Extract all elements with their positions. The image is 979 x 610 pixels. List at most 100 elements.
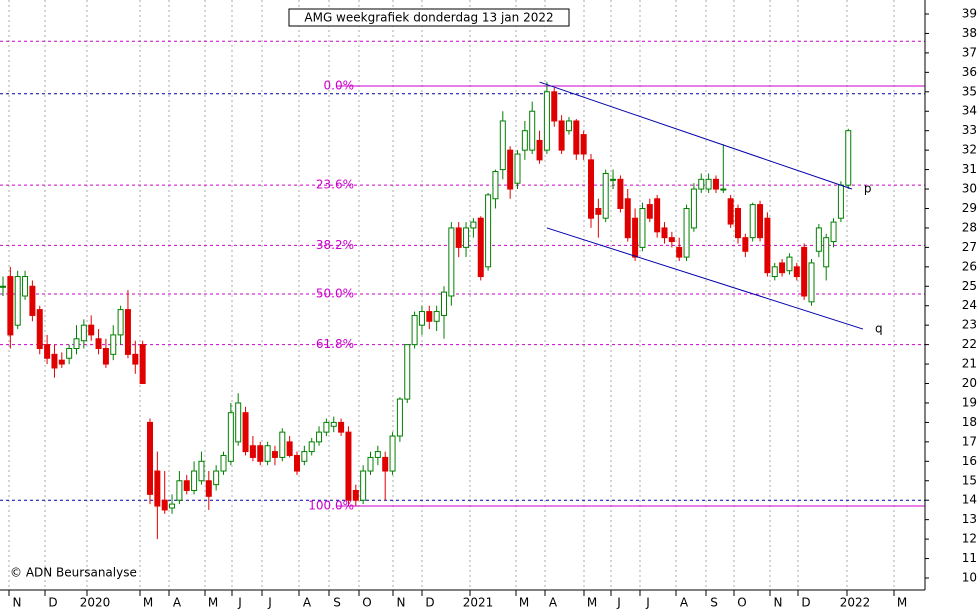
candle-body: [29, 285, 36, 316]
candle-body: [88, 324, 95, 336]
x-tick-label: O: [737, 596, 746, 610]
candle-body: [837, 184, 844, 219]
candle-body: [110, 334, 117, 355]
candle-body: [95, 338, 102, 350]
y-tick-label: 38: [962, 26, 977, 40]
candle-body: [727, 198, 734, 225]
candle-body: [367, 456, 374, 472]
candle-body: [470, 221, 477, 229]
candle-body: [220, 454, 227, 472]
candle-body: [536, 139, 543, 161]
candle-body: [668, 237, 675, 243]
candle-body: [58, 359, 65, 365]
x-tick-label: O: [362, 596, 371, 610]
y-tick-label: 30: [962, 182, 977, 196]
x-tick-label: 2021: [463, 596, 494, 610]
candle-body: [264, 445, 271, 462]
candle-body: [712, 178, 719, 190]
candle-body: [573, 120, 580, 155]
candle-body: [7, 276, 14, 336]
candle-body: [360, 470, 367, 501]
candle-body: [529, 110, 536, 151]
candle-body: [565, 120, 572, 132]
candle-body: [271, 451, 278, 458]
candle-body: [441, 291, 447, 316]
candle-body: [492, 171, 499, 200]
candle-body: [227, 412, 234, 462]
candle-body: [705, 178, 712, 190]
candle-body: [426, 311, 433, 322]
candle-body: [654, 198, 661, 233]
x-tick-label: S: [333, 596, 341, 610]
x-tick-label: S: [710, 596, 718, 610]
candle-body: [543, 91, 550, 151]
candle-body: [580, 134, 587, 155]
candle-body: [396, 398, 403, 437]
candle-body: [793, 266, 800, 278]
fib-label: 0.0%: [324, 78, 355, 92]
candle-body: [639, 207, 646, 248]
candle-body: [646, 204, 653, 219]
candle-body: [124, 309, 131, 355]
y-tick-label: 28: [962, 220, 977, 234]
candle-body: [36, 309, 43, 350]
y-tick-label: 16: [962, 454, 977, 468]
candle-body: [176, 480, 183, 501]
candle-body: [338, 421, 345, 433]
y-tick-label: 11: [962, 551, 977, 565]
y-tick-label: 23: [962, 318, 977, 332]
candle-body: [330, 421, 337, 427]
candle-body: [786, 256, 793, 272]
candle-body: [521, 130, 528, 151]
y-tick-label: 31: [962, 162, 977, 176]
candle-body: [73, 338, 80, 350]
candle-body: [154, 470, 161, 507]
candle-body: [764, 217, 771, 274]
y-tick-label: 21: [962, 357, 977, 371]
fib-label: 38.2%: [316, 238, 354, 252]
x-tick-label: A: [173, 596, 182, 610]
y-tick-label: 37: [962, 45, 977, 59]
candle-body: [742, 237, 749, 252]
x-tick-label: M: [897, 596, 907, 610]
candle-body: [352, 489, 359, 501]
candle-body: [235, 402, 242, 443]
x-tick-label: D: [48, 596, 57, 610]
candle-body: [316, 431, 323, 443]
candle-body: [815, 227, 822, 252]
candle-body: [205, 480, 212, 497]
candle-body: [771, 266, 778, 278]
candle-body: [676, 246, 683, 258]
candle-body: [139, 344, 146, 385]
candle-body: [617, 178, 624, 209]
x-tick-label: M: [208, 596, 218, 610]
candle-body: [661, 227, 668, 239]
candle-body: [286, 441, 293, 456]
y-tick-label: 12: [962, 532, 977, 546]
x-tick-label: J: [645, 596, 650, 610]
x-tick-label: N: [397, 596, 406, 610]
candle-body: [845, 130, 852, 186]
trendline: [546, 227, 864, 330]
candle-body: [257, 445, 264, 462]
candle-body: [382, 456, 389, 472]
title-box: [288, 8, 570, 27]
y-tick-label: 17: [962, 434, 977, 448]
y-tick-label: 35: [962, 84, 977, 98]
y-tick-label: 39: [962, 7, 977, 21]
candle-body: [558, 120, 565, 151]
candle-body: [632, 217, 639, 258]
x-tick-label: A: [680, 596, 689, 610]
candle-body: [161, 499, 168, 511]
candle-body: [294, 454, 300, 472]
candle-body: [147, 421, 153, 495]
candle-body: [191, 470, 198, 491]
x-tick-label: J: [237, 596, 242, 610]
candle-body: [102, 348, 109, 365]
chart-title: AMG weekgrafiek donderdag 13 jan 2022: [304, 11, 553, 25]
candle-body: [51, 353, 58, 369]
y-tick-label: 18: [962, 415, 977, 429]
x-tick-label: 2022: [840, 596, 871, 610]
y-tick-label: 27: [962, 240, 977, 254]
